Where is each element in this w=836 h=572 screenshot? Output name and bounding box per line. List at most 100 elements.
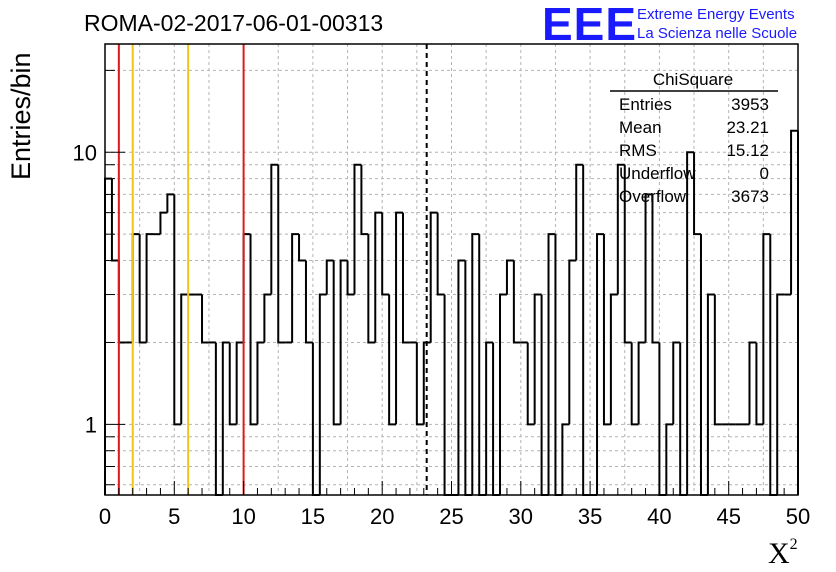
histogram-bin (755, 342, 764, 426)
eee-logo: EEE (542, 0, 638, 50)
histogram-bin (332, 260, 341, 426)
histogram-bin (395, 211, 403, 425)
histogram-bin (256, 341, 265, 425)
x-tick-label: 0 (99, 504, 111, 529)
stats-row-label: Entries (619, 95, 672, 114)
histogram-bin (374, 211, 383, 343)
histogram-bin (679, 342, 688, 496)
histogram-bin (762, 233, 771, 425)
x-tick-label: 25 (439, 504, 463, 529)
histogram-bin (381, 212, 390, 296)
histogram-bin (401, 212, 410, 344)
histogram-bin (769, 234, 778, 496)
histogram-bin (298, 234, 306, 262)
histogram-bin (443, 294, 452, 496)
histogram-bin (436, 212, 445, 296)
histogram-bin (512, 260, 521, 344)
histogram-bin (145, 233, 154, 343)
stats-row-value: 15.12 (726, 141, 769, 160)
histogram-bin (291, 233, 300, 343)
histogram-bin (415, 342, 424, 426)
y-tick-label: 10 (73, 140, 97, 165)
stats-box: ChiSquare Entries 3953 Mean 23.21 RMS 15.12 Un… (610, 70, 778, 206)
histogram-bin (117, 260, 126, 344)
x-tick-label: 5 (168, 504, 180, 529)
stats-rows: Entries 3953 Mean 23.21 RMS 15.12 Underflow 0 Ov… (619, 95, 769, 206)
histogram-bin (104, 177, 112, 495)
x-tick-label: 15 (301, 504, 325, 529)
grid (105, 44, 798, 495)
histogram-bin (131, 233, 140, 343)
marker-lines (117, 44, 428, 495)
histogram-bin (180, 293, 189, 425)
histogram-bin (429, 211, 438, 343)
histogram-bin (609, 293, 618, 425)
histogram-bin (159, 211, 168, 235)
histogram-bin (686, 151, 695, 495)
histogram-bin (630, 342, 639, 426)
histogram-bin (173, 194, 182, 426)
histogram-bin (658, 342, 667, 496)
histogram-bin (221, 341, 230, 495)
histogram-bin (201, 294, 209, 344)
histogram-bin (616, 163, 625, 295)
histogram-bin (748, 341, 757, 425)
histogram-bin (644, 193, 653, 343)
histogram-bin (637, 341, 646, 425)
histogram-bin (478, 234, 487, 496)
x-tick-label: 30 (509, 504, 533, 529)
histogram-bin (776, 293, 785, 495)
x-tick-label: 10 (231, 504, 255, 529)
histogram-bin (471, 233, 480, 495)
histogram-bin (422, 341, 431, 425)
stats-row-label: Underflow (619, 164, 696, 183)
histogram-bin (596, 233, 604, 495)
stats-row-value: 3673 (731, 187, 769, 206)
histogram-bin (353, 163, 362, 295)
histogram-bin (228, 342, 237, 426)
x-axis-label: X2 (768, 536, 798, 571)
histogram-bin (526, 342, 535, 426)
histogram-bin (713, 294, 722, 426)
histogram-bin (464, 260, 473, 496)
histogram-bin (277, 164, 286, 344)
histogram-bin (242, 233, 251, 343)
x-tick-label: 35 (578, 504, 602, 529)
histogram-bin (360, 164, 369, 236)
histogram-bin (561, 423, 570, 495)
histogram-bin (623, 164, 632, 344)
histogram-bin (706, 293, 715, 495)
histogram-bin (568, 259, 577, 425)
histogram-bin (457, 259, 466, 495)
histogram-bin (672, 341, 681, 425)
histogram-bin (235, 341, 244, 425)
histogram-bin (388, 294, 397, 426)
histogram-bin (138, 234, 147, 344)
histogram-bin (540, 294, 549, 496)
stats-row-label: Overflow (619, 187, 687, 206)
histogram-bin (492, 342, 501, 496)
histogram-bin (110, 178, 119, 262)
histogram-bin (533, 293, 542, 425)
histogram-bin (547, 233, 556, 495)
histogram-bin (693, 152, 701, 236)
histogram-bin (554, 234, 563, 496)
histogram-bin (318, 293, 327, 495)
histogram-bin (214, 342, 223, 496)
x-tick-label: 45 (716, 504, 740, 529)
histogram-bin (166, 193, 175, 213)
histogram-bin (346, 260, 355, 296)
histogram-bin (582, 164, 591, 496)
stats-row-value: 0 (760, 164, 769, 183)
histogram-bin (602, 234, 611, 426)
histogram-bin (263, 293, 272, 343)
histogram-bin (699, 234, 708, 496)
stats-row-label: Mean (619, 118, 662, 137)
x-axis-label-base: X (768, 537, 790, 570)
histogram-bin (651, 194, 660, 344)
histogram-bin (575, 163, 584, 261)
run-title: ROMA-02-2017-06-01-00313 (84, 10, 384, 36)
stats-row-value: 3953 (731, 95, 769, 114)
histogram-bin (499, 293, 507, 495)
